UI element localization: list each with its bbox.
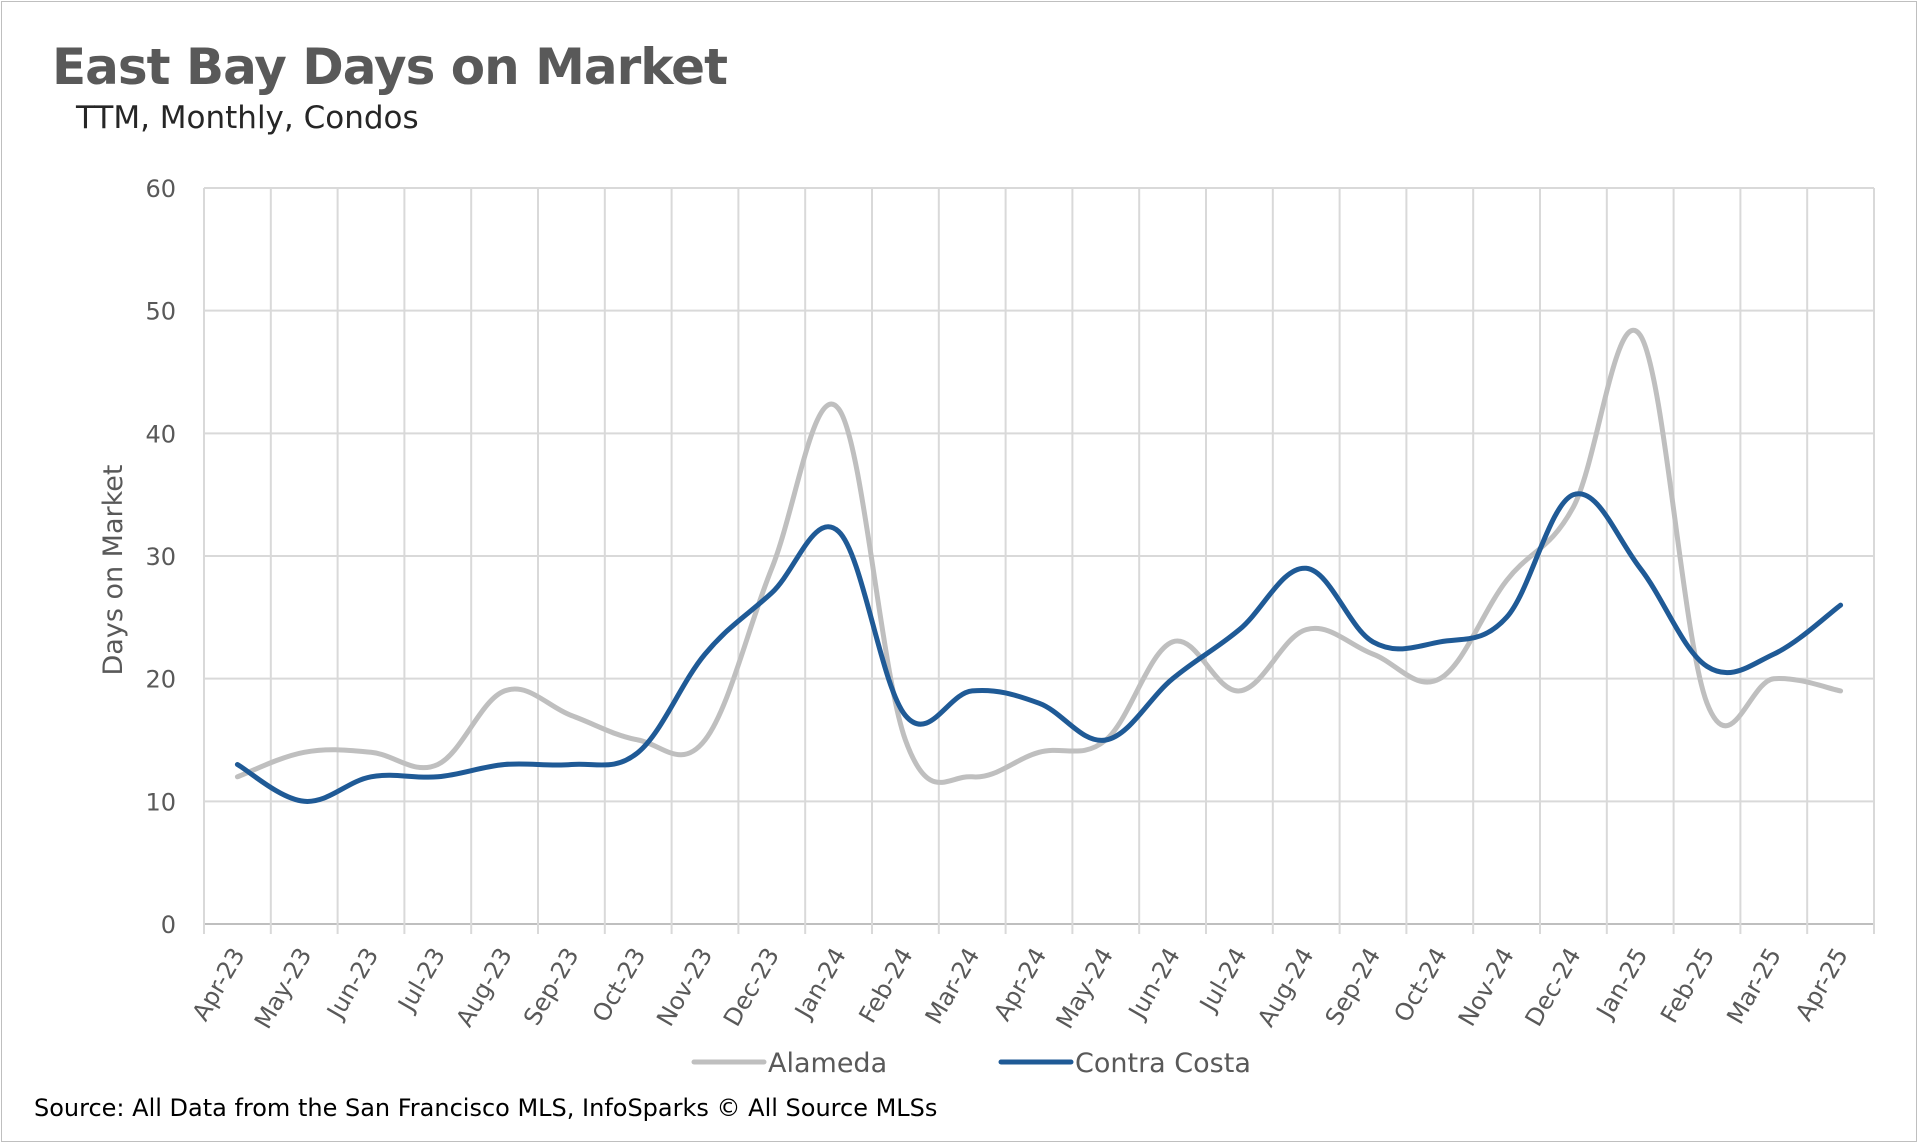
data-point-alameda [235, 774, 240, 779]
x-tick-label: Jan-24 [788, 943, 851, 1025]
data-point-alameda [435, 762, 440, 767]
data-point-contra-costa [369, 774, 374, 779]
x-tick-label: Jun-23 [321, 943, 385, 1025]
gridlines [203, 187, 1875, 934]
x-tick-label: Apr-25 [1790, 943, 1854, 1026]
data-point-alameda [636, 738, 641, 743]
y-tick-label: 30 [145, 543, 176, 571]
data-point-alameda [569, 713, 574, 718]
x-tick-label: Apr-23 [187, 943, 251, 1026]
data-point-contra-costa [435, 774, 440, 779]
data-point-contra-costa [235, 762, 240, 767]
data-point-alameda [970, 774, 975, 779]
data-point-contra-costa [1371, 639, 1376, 644]
x-tick-label: Aug-23 [451, 943, 518, 1032]
x-tick-label: May-23 [249, 943, 317, 1034]
data-point-contra-costa [1437, 639, 1442, 644]
series-lines [234, 327, 1844, 804]
data-point-alameda [369, 750, 374, 755]
data-point-contra-costa [636, 750, 641, 755]
data-point-contra-costa [1838, 603, 1843, 608]
chart-title: East Bay Days on Market [52, 38, 728, 96]
legend: Alameda Contra Costa [691, 1048, 1251, 1079]
data-point-contra-costa [703, 652, 708, 657]
data-point-alameda [1170, 639, 1175, 644]
data-point-alameda [703, 738, 708, 743]
data-point-contra-costa [1504, 615, 1509, 620]
y-tick-label: 40 [145, 420, 176, 448]
data-point-alameda [1237, 688, 1242, 693]
x-tick-label: Dec-24 [1520, 943, 1587, 1031]
y-tick-label: 50 [145, 298, 176, 326]
data-point-contra-costa [302, 799, 307, 804]
data-point-contra-costa [569, 762, 574, 767]
data-point-alameda [1371, 652, 1376, 657]
x-tick-label: Oct-23 [587, 943, 652, 1027]
x-tick-label: Oct-24 [1388, 943, 1453, 1027]
legend-label-contra-costa: Contra Costa [1075, 1048, 1251, 1079]
data-point-alameda [1705, 701, 1710, 706]
x-tick-label: May-24 [1051, 943, 1119, 1034]
data-point-contra-costa [1638, 566, 1643, 571]
x-tick-label: Aug-24 [1252, 943, 1319, 1032]
x-tick-label: Apr-24 [988, 943, 1052, 1026]
y-tick-label: 20 [145, 666, 176, 694]
source-note: Source: All Data from the San Francisco … [34, 1094, 938, 1122]
x-tick-label: Sep-23 [518, 943, 584, 1030]
data-point-contra-costa [1705, 664, 1710, 669]
data-point-alameda [1571, 504, 1576, 509]
x-tick-label: Jul-23 [392, 943, 451, 1018]
y-tick-label: 10 [145, 788, 176, 816]
data-point-contra-costa [1237, 627, 1242, 632]
data-point-contra-costa [769, 590, 774, 595]
data-point-alameda [1504, 578, 1509, 583]
data-point-alameda [903, 738, 908, 743]
data-point-alameda [1437, 676, 1442, 681]
x-tick-label: Feb-25 [1655, 943, 1720, 1028]
data-point-alameda [836, 406, 841, 411]
data-point-contra-costa [1571, 492, 1576, 497]
data-point-contra-costa [970, 688, 975, 693]
data-point-alameda [1638, 333, 1643, 338]
data-point-alameda [769, 566, 774, 571]
data-point-contra-costa [1170, 676, 1175, 681]
x-tick-label: Dec-23 [718, 943, 785, 1031]
data-point-contra-costa [903, 713, 908, 718]
data-point-alameda [502, 688, 507, 693]
x-tick-label: Jan-25 [1590, 943, 1653, 1025]
data-point-alameda [1838, 688, 1843, 693]
y-tick-label: 60 [145, 175, 176, 203]
x-tick-label: Mar-25 [1721, 943, 1787, 1029]
chart-subtitle: TTM, Monthly, Condos [76, 100, 419, 136]
data-point-contra-costa [1037, 701, 1042, 706]
x-tick-label: Nov-24 [1453, 943, 1520, 1031]
series-line-contra-costa [234, 491, 1844, 804]
x-tick-label: Feb-24 [853, 943, 918, 1028]
series-line-alameda [234, 327, 1844, 785]
x-tick-label: Jun-24 [1122, 943, 1186, 1025]
data-point-alameda [302, 750, 307, 755]
y-axis-label: Days on Market [98, 465, 129, 676]
data-point-alameda [1037, 750, 1042, 755]
y-axis-ticks: 0 10 20 30 40 50 60 [145, 175, 176, 939]
x-tick-label: Nov-23 [651, 943, 718, 1031]
data-point-alameda [1771, 676, 1776, 681]
x-tick-label: Jul-24 [1193, 943, 1252, 1018]
data-point-contra-costa [1304, 566, 1309, 571]
x-tick-label: Sep-24 [1320, 943, 1386, 1030]
data-point-contra-costa [1771, 652, 1776, 657]
x-tick-label: Mar-24 [920, 943, 986, 1029]
data-point-contra-costa [1103, 738, 1108, 743]
data-point-alameda [1304, 627, 1309, 632]
data-point-contra-costa [836, 529, 841, 534]
legend-label-alameda: Alameda [768, 1048, 887, 1079]
y-tick-label: 0 [161, 911, 176, 939]
data-point-contra-costa [502, 762, 507, 767]
